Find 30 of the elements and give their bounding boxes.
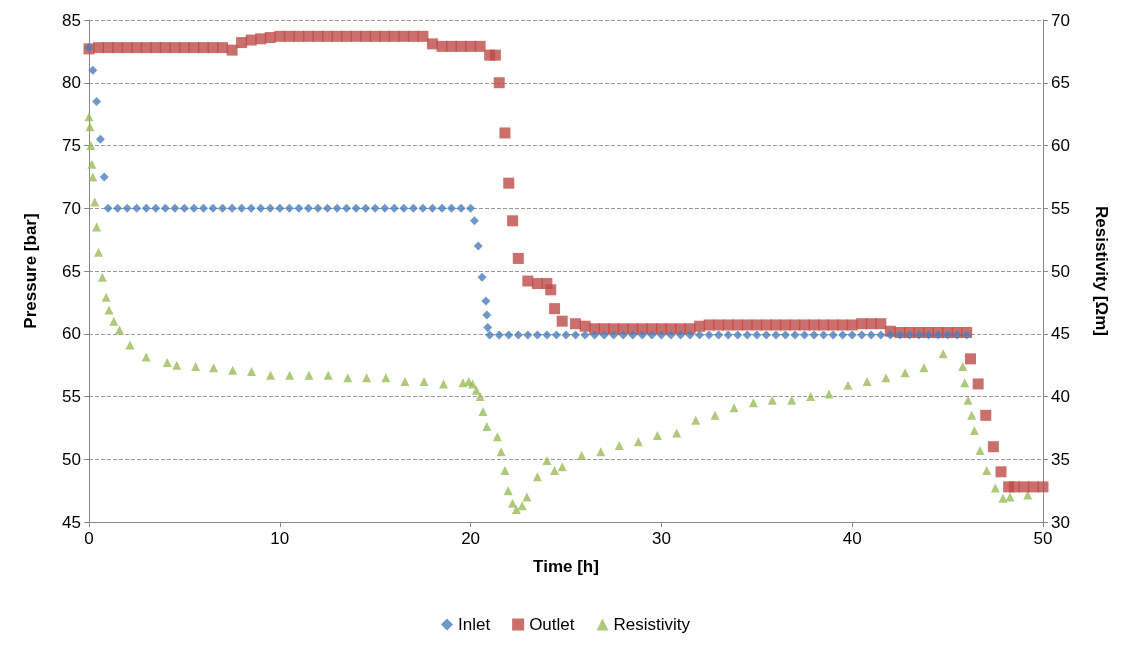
legend-label: Resistivity xyxy=(613,615,691,634)
y2-tick-label: 50 xyxy=(1051,261,1070,281)
y-tick-label: 55 xyxy=(62,387,81,406)
legend-label: Inlet xyxy=(458,615,491,634)
x-tick-label: 20 xyxy=(461,529,481,548)
y-tick-label: 60 xyxy=(62,324,81,344)
x-tick-label: 30 xyxy=(651,529,671,548)
y-tick-label: 50 xyxy=(62,449,81,469)
y2-tick-label: 35 xyxy=(1051,449,1070,469)
y2-tick-label: 45 xyxy=(1051,324,1070,344)
y2-axis-title: Resistivity [Ωm] xyxy=(1092,206,1111,336)
legend-label: Outlet xyxy=(529,615,575,634)
y2-tick-label: 60 xyxy=(1051,136,1070,155)
y2-tick-label: 65 xyxy=(1051,73,1070,93)
x-tick-label: 10 xyxy=(270,529,290,548)
y-tick-label: 45 xyxy=(62,512,81,532)
y2-tick-label: 30 xyxy=(1051,512,1070,532)
x-tick-label: 0 xyxy=(84,529,94,548)
y-tick-label: 70 xyxy=(62,198,81,218)
y-axis-title: Pressure [bar] xyxy=(21,213,40,329)
x-tick-label: 40 xyxy=(842,529,862,548)
x-axis-title: Time [h] xyxy=(533,557,599,576)
x-tick-label: 50 xyxy=(1033,529,1053,548)
y-tick-label: 75 xyxy=(62,136,81,155)
y-tick-label: 65 xyxy=(62,261,81,281)
y-tick-label: 85 xyxy=(62,10,81,30)
y2-tick-label: 70 xyxy=(1051,10,1070,30)
y2-tick-label: 55 xyxy=(1051,198,1070,218)
y-tick-label: 80 xyxy=(62,73,81,93)
y2-tick-label: 40 xyxy=(1051,387,1070,406)
